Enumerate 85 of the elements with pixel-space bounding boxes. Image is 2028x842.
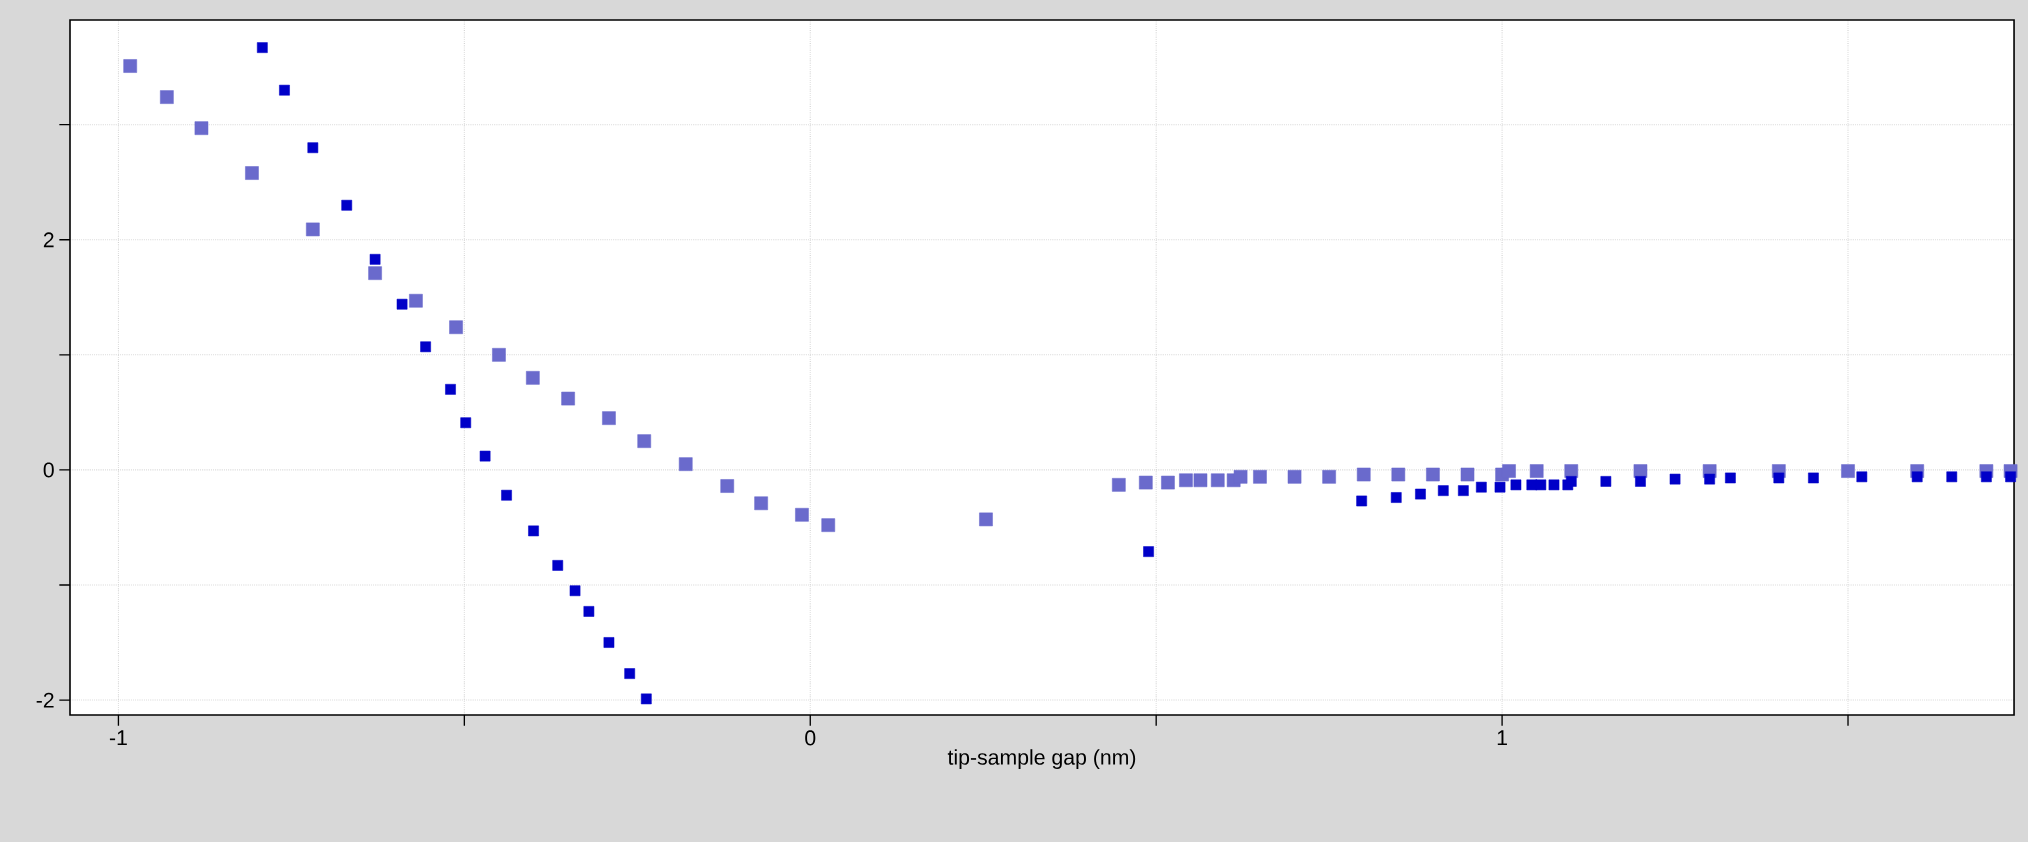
point xyxy=(561,391,575,406)
point xyxy=(1600,476,1612,487)
point xyxy=(528,525,539,537)
point xyxy=(1635,476,1646,487)
point xyxy=(256,42,268,53)
point xyxy=(479,450,491,462)
point xyxy=(1233,470,1248,484)
point xyxy=(624,668,636,679)
point xyxy=(123,59,137,73)
point xyxy=(1253,470,1267,484)
point xyxy=(1529,464,1544,478)
point xyxy=(307,142,319,154)
point xyxy=(160,90,174,104)
point xyxy=(1704,473,1715,485)
point xyxy=(409,293,423,308)
x-axis-title: tip-sample gap (nm) xyxy=(947,749,1136,770)
point xyxy=(1458,485,1469,496)
point xyxy=(637,434,652,448)
point xyxy=(1437,485,1449,496)
point xyxy=(1112,478,1126,492)
point xyxy=(1808,472,1819,484)
y-tick-label: 2 xyxy=(43,232,54,248)
point xyxy=(341,199,353,211)
point xyxy=(979,512,993,527)
point xyxy=(1210,473,1225,488)
point xyxy=(449,320,463,335)
point xyxy=(1143,546,1154,557)
point xyxy=(1535,479,1547,491)
point xyxy=(368,266,382,280)
point xyxy=(306,222,320,237)
point xyxy=(821,518,836,532)
point xyxy=(2005,471,2016,483)
point xyxy=(1548,479,1560,491)
point xyxy=(1773,472,1785,484)
point xyxy=(1179,473,1193,488)
point xyxy=(720,479,735,493)
point xyxy=(460,417,472,429)
point xyxy=(602,411,616,425)
point xyxy=(1322,470,1336,484)
point xyxy=(1502,464,1516,478)
point xyxy=(194,121,209,135)
y-tick-label: -2 xyxy=(36,692,54,708)
point xyxy=(1139,475,1153,490)
point xyxy=(369,254,381,265)
point xyxy=(1476,481,1487,493)
point xyxy=(1161,475,1175,490)
point xyxy=(245,166,259,180)
x-tick-label: 1 xyxy=(1497,730,1507,745)
point xyxy=(1287,470,1302,484)
point xyxy=(754,496,768,511)
point xyxy=(1391,467,1406,482)
point xyxy=(1356,467,1371,482)
point xyxy=(678,457,693,471)
point xyxy=(1356,495,1367,507)
point xyxy=(445,384,456,395)
point xyxy=(640,693,652,705)
point xyxy=(583,606,595,617)
point xyxy=(1565,476,1577,487)
point xyxy=(1510,479,1522,491)
x-tick-label: -1 xyxy=(109,730,127,745)
y-tick-label: 0 xyxy=(43,462,54,478)
point xyxy=(420,341,431,353)
x-tick-label: 0 xyxy=(805,730,816,746)
point xyxy=(1390,492,1402,503)
point xyxy=(1946,471,1958,483)
point xyxy=(279,84,290,96)
point xyxy=(492,348,506,362)
point xyxy=(603,637,615,648)
point xyxy=(396,298,408,310)
point xyxy=(1911,471,1923,483)
point xyxy=(1856,471,1868,483)
point xyxy=(1426,467,1440,482)
point xyxy=(1841,464,1855,478)
point xyxy=(1460,467,1475,482)
point xyxy=(1193,473,1208,488)
point xyxy=(552,560,564,571)
point xyxy=(1415,488,1426,500)
point xyxy=(1669,473,1681,485)
point xyxy=(526,371,540,385)
point xyxy=(1725,472,1736,484)
point xyxy=(1981,471,1992,483)
point xyxy=(501,489,512,501)
point xyxy=(1494,481,1506,493)
point xyxy=(569,585,581,597)
point xyxy=(795,507,809,522)
